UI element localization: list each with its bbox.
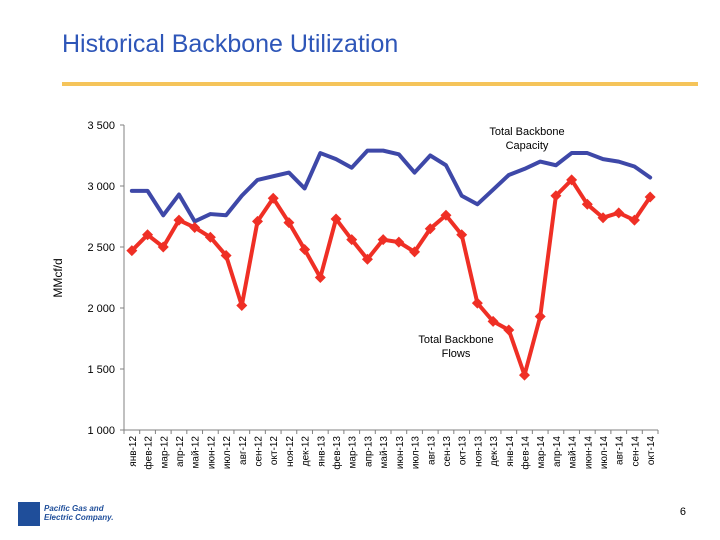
x-tick-label: сен-13 — [442, 436, 453, 467]
y-tick-label: 2 000 — [87, 303, 115, 315]
flows-data-point — [252, 215, 263, 227]
flows-data-point — [220, 250, 232, 262]
x-tick-label: фев-13 — [331, 436, 343, 470]
flows-data-point — [126, 245, 138, 257]
flows-data-point — [566, 174, 578, 186]
y-tick-label: 3 000 — [87, 181, 115, 193]
x-tick-label: июн-13 — [395, 436, 406, 470]
flows-data-point — [346, 234, 358, 246]
x-tick-label: апр-14 — [552, 436, 563, 467]
flows-data-point — [361, 253, 373, 265]
x-tick-label: янв-14 — [505, 436, 516, 467]
x-tick-label: авг-14 — [615, 436, 626, 465]
y-tick-label: 3 500 — [87, 120, 115, 132]
page-number: 6 — [679, 506, 686, 518]
x-tick-label: окт-12 — [269, 436, 280, 466]
x-tick-label: мар-14 — [536, 436, 547, 469]
x-tick-label: окт-13 — [458, 436, 469, 466]
flows-annotation-line1: Total Backbone — [418, 334, 493, 346]
x-tick-label: фев-12 — [143, 436, 155, 470]
flows-data-point — [519, 369, 530, 381]
flows-data-point — [377, 234, 389, 246]
flows-data-point — [299, 243, 311, 255]
capacity-annotation-line1: Total Backbone — [489, 126, 564, 138]
logo-line-1: Pacific Gas and — [44, 504, 104, 513]
y-tick-label: 2 500 — [87, 242, 115, 254]
x-tick-label: янв-12 — [128, 436, 139, 467]
x-tick-label: апр-12 — [175, 436, 186, 467]
x-tick-label: окт-14 — [646, 436, 657, 466]
flows-data-point — [456, 229, 468, 241]
flows-data-point — [440, 209, 452, 221]
flows-data-point — [534, 311, 546, 323]
x-tick-label: сен-12 — [254, 436, 265, 467]
flows-data-point — [330, 213, 342, 225]
flows-series-line — [129, 177, 653, 378]
flows-data-point — [236, 300, 248, 312]
flows-data-point — [581, 198, 593, 210]
flows-data-point — [424, 223, 436, 235]
x-tick-label: июл-13 — [411, 436, 422, 470]
flows-data-point — [613, 207, 625, 219]
x-tick-label: июл-14 — [599, 436, 610, 470]
x-tick-label: фев-14 — [520, 436, 532, 470]
flows-data-point — [142, 229, 154, 241]
title-underline — [62, 82, 698, 86]
flows-data-point — [173, 214, 185, 226]
x-tick-label: мар-12 — [159, 436, 170, 469]
x-tick-label: июн-12 — [206, 436, 217, 470]
flows-data-point — [189, 221, 201, 233]
flows-data-point — [157, 241, 169, 253]
pge-logo-icon — [18, 502, 40, 526]
x-tick-label: май-12 — [191, 436, 202, 469]
x-tick-label: сен-14 — [630, 436, 641, 467]
flows-data-point — [283, 217, 295, 229]
x-tick-label: июл-12 — [222, 436, 233, 470]
x-tick-label: ноя-13 — [473, 436, 484, 467]
capacity-annotation-line2: Capacity — [506, 140, 549, 152]
flows-data-point — [204, 231, 216, 243]
flows-data-point — [503, 324, 515, 336]
x-tick-label: июн-14 — [583, 436, 594, 470]
slide-title: Historical Backbone Utilization — [62, 30, 399, 58]
flows-data-point — [550, 190, 562, 202]
x-tick-label: май-13 — [379, 436, 390, 469]
x-tick-label: мар-13 — [348, 436, 359, 469]
flows-data-point — [267, 192, 279, 204]
x-tick-label: дек-12 — [301, 436, 312, 467]
flows-annotation-line2: Flows — [442, 348, 471, 360]
y-tick-label: 1 500 — [87, 364, 115, 376]
flows-data-point — [314, 272, 326, 283]
x-tick-label: авг-12 — [238, 436, 249, 465]
flows-data-point — [597, 212, 609, 224]
flows-data-point — [393, 236, 405, 248]
flows-data-point — [487, 315, 499, 327]
flows-data-point — [644, 191, 656, 203]
logo-text: Pacific Gas and Electric Company. — [44, 504, 140, 522]
x-tick-label: авг-13 — [426, 436, 437, 465]
y-tick-label: 1 000 — [87, 425, 115, 437]
flows-data-point — [471, 297, 483, 309]
flows-data-point — [409, 246, 421, 258]
logo-line-2: Electric Company. — [44, 513, 114, 522]
y-axis-label: MMcf/d — [51, 258, 65, 297]
x-tick-label: май-14 — [568, 436, 579, 469]
flows-data-point — [628, 214, 640, 226]
x-tick-label: дек-13 — [489, 436, 500, 467]
x-tick-label: апр-13 — [363, 436, 374, 467]
company-logo: Pacific Gas and Electric Company. — [18, 500, 138, 530]
x-tick-label: янв-13 — [316, 436, 327, 467]
x-tick-label: ноя-12 — [285, 436, 296, 467]
capacity-series-line — [129, 148, 653, 224]
